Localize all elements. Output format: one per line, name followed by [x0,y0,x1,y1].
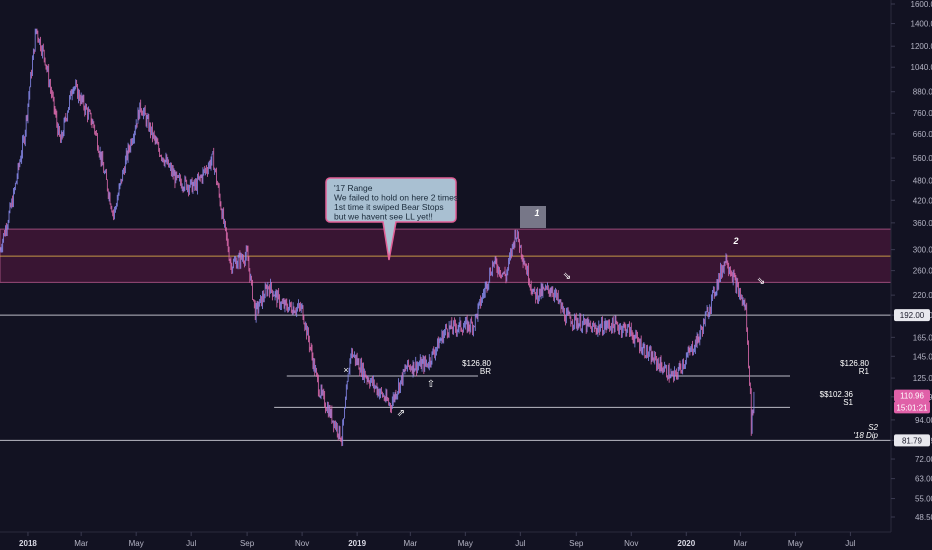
y-tick-label: 125.00 [913,374,932,383]
y-tick-label: 300.00 [913,246,932,255]
y-axis-ticks: 1600.00 1400.00 1200.00 1040.00 880.00 760.00… [891,0,932,522]
br-tag-label: BR [480,367,491,376]
x-tick-label: Jul [186,539,196,548]
annotations: '17 Range We failed to hold on here 2 ti… [325,177,879,440]
low-81-tag: 81.79 [902,436,923,445]
y-tick-label: 48.50 [915,513,932,522]
y-tick-label: 760.00 [913,109,932,118]
x-tick-label: 2019 [348,539,366,548]
callout-line-2: We failed to hold on here 2 times [334,193,458,203]
x-tick-label: Nov [624,539,638,548]
candles [0,28,755,447]
y-tick-label: 1600.00 [911,0,932,9]
y-tick-label: 165.00 [913,333,932,342]
x-axis: 2018 Mar May Jul Sep Nov 2019 Mar May Jul Sep Nov 20… [0,531,891,548]
current-price-tag-bg [894,389,930,402]
price-tags: 192.00 110.96 15:01:21 81.79 [894,309,930,447]
arrow-down-right-icon: ⇘ [563,271,571,282]
y-tick-label: 72.00 [915,455,932,464]
y-tick-label: 480.00 [913,177,932,186]
x-tick-label: Jul [515,539,525,548]
cross-marker-icon: × [343,365,348,375]
x-tick-label: 2018 [19,539,37,548]
marker-2-label: 2 [732,236,738,246]
x-tick-label: Nov [295,539,309,548]
level-192-tag-bg [894,309,930,322]
x-tick-label: May [458,539,473,548]
y-tick-label: 220.00 [913,291,932,300]
s2-sub-label: '18 Dip [853,431,878,440]
y-tick-label: 145.00 [913,352,932,361]
x-tick-label: Mar [734,539,748,548]
arrow-up-icon: ⇧ [427,379,435,390]
y-tick-label: 660.00 [913,130,932,139]
y-tick-label: 560.00 [913,154,932,163]
current-price-tag: 110.96 [900,392,924,401]
x-tick-label: Sep [569,539,584,548]
y-tick-label: 880.00 [913,88,932,97]
callout-line-1: '17 Range [334,183,373,193]
r1-tag-label: R1 [859,367,870,376]
x-tick-label: Sep [240,539,255,548]
y-tick-label: 260.00 [913,267,932,276]
y-tick-label: 1200.00 [911,42,932,51]
y-tick-label: 420.00 [913,196,932,205]
x-tick-label: Mar [403,539,417,548]
y-tick-label: 94.00 [915,416,932,425]
s2-tag-label: S2 [868,423,878,432]
countdown-tag: 15:01:21 [896,403,928,412]
y-tick-label: 1040.00 [911,63,932,72]
marker-1-label: 1 [534,208,539,218]
countdown-tag-bg [894,401,930,414]
x-tick-label: 2020 [677,539,695,548]
horizontal-levels [0,314,891,441]
low-81-tag-bg [894,434,930,447]
y-tick-label: 360.00 [913,219,932,228]
range-callout: '17 Range We failed to hold on here 2 ti… [325,177,458,261]
level-192-tag: 192.00 [900,311,925,320]
arrow-down-right-icon: ⇘ [757,276,765,287]
x-tick-label: May [129,539,144,548]
r1-price-label: $126.80 [840,359,869,368]
s1-price-label: $$102.36 [820,390,854,399]
y-axis: 1600.00 1400.00 1200.00 1040.00 880.00 760.00… [890,0,932,532]
x-axis-ticks: 2018 Mar May Jul Sep Nov 2019 Mar May Jul Sep Nov 20… [19,532,856,548]
x-tick-label: Mar [74,539,88,548]
callout-line-3: 1st time it swiped Bear Stops [334,202,444,212]
x-tick-label: May [788,539,803,548]
callout-line-4: but we havent see LL yet!! [334,212,433,222]
br-price-label: $126.80 [462,359,491,368]
y-tick-label: 55.00 [915,495,932,504]
resistance-zone [0,228,892,283]
y-tick-label: 63.00 [915,475,932,484]
marker-1-box [520,206,546,228]
s1-tag-label: S1 [843,398,853,407]
callout-bubble [325,177,457,261]
arrow-up-right-icon: ⇗ [397,408,405,419]
x-tick-label: Jul [845,539,855,548]
y-tick-label: 1400.00 [911,20,932,29]
